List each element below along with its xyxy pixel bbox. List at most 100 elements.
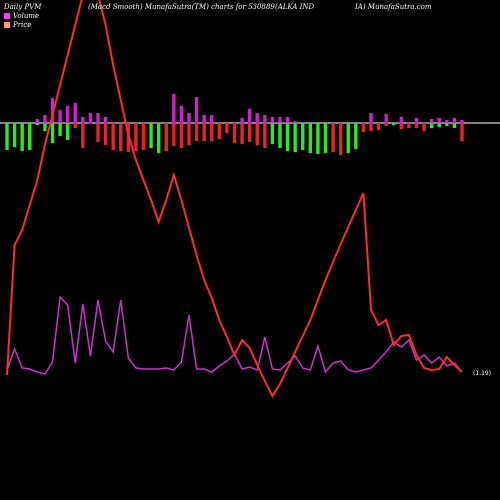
histogram-bar-negative — [134, 123, 138, 151]
volume-swatch-icon — [4, 13, 10, 19]
histogram-bar-negative — [58, 123, 62, 136]
histogram-bar-positive — [65, 106, 70, 123]
histogram-bar-positive — [187, 113, 191, 123]
histogram-bar-negative — [323, 123, 328, 153]
histogram-bar-positive — [35, 119, 40, 123]
histogram-bar-positive — [263, 115, 267, 123]
histogram-bar-negative — [65, 123, 70, 140]
histogram-bar-negative — [156, 123, 161, 153]
histogram-bar-positive — [452, 118, 457, 123]
histogram-bar-positive — [202, 115, 206, 123]
header-right-2: IA) MunafaSutra.com — [355, 3, 432, 11]
histogram-bar-negative — [179, 123, 184, 148]
histogram-bar-negative — [346, 123, 350, 153]
histogram-bar-positive — [445, 120, 449, 123]
histogram-bar-negative — [5, 123, 9, 150]
header-left: Daily PVM — [4, 3, 42, 11]
histogram-bar-positive — [88, 113, 93, 123]
histogram-bar-negative — [338, 123, 343, 155]
histogram-bars — [5, 94, 464, 155]
histogram-bar-negative — [369, 123, 373, 131]
histogram-bar-positive — [293, 121, 297, 123]
histogram-bar-negative — [399, 123, 404, 129]
histogram-bar-positive — [194, 97, 199, 123]
histogram-bar-negative — [240, 123, 244, 144]
histogram-bar-negative — [452, 123, 457, 128]
histogram-bar-negative — [247, 123, 252, 142]
histogram-bar-positive — [255, 113, 259, 123]
histogram-bar-positive — [247, 109, 252, 123]
histogram-bar-negative — [20, 123, 24, 151]
histogram-bar-negative — [81, 123, 85, 148]
histogram-bar-negative — [111, 123, 115, 150]
histogram-bar-positive — [43, 115, 47, 123]
histogram-bar-negative — [429, 123, 434, 128]
histogram-bar-negative — [194, 123, 199, 141]
histogram-bar-negative — [331, 123, 335, 152]
histogram-bar-negative — [270, 123, 275, 144]
histogram-bar-positive — [369, 113, 373, 123]
histogram-bar-positive — [96, 113, 100, 123]
histogram-bar-negative — [316, 123, 320, 154]
histogram-bar-positive — [73, 103, 77, 123]
price-swatch-icon — [4, 22, 10, 28]
histogram-bar-negative — [354, 123, 358, 149]
histogram-bar-negative — [263, 123, 267, 148]
histogram-bar-negative — [96, 123, 100, 142]
histogram-bar-negative — [445, 123, 449, 126]
histogram-bar-positive — [460, 120, 464, 123]
histogram-bar-negative — [376, 123, 381, 130]
histogram-bar-negative — [460, 123, 464, 141]
histogram-bar-negative — [35, 123, 40, 125]
header-center: (Macd Smooth) MunafaSutra(TM) charts for… — [88, 3, 275, 11]
histogram-bar-negative — [210, 123, 214, 141]
histogram-bar-negative — [202, 123, 206, 141]
histogram-bar-positive — [399, 117, 404, 123]
histogram-bar-positive — [270, 117, 275, 123]
histogram-bar-negative — [437, 123, 441, 127]
histogram-bar-negative — [293, 123, 297, 152]
histogram-bar-negative — [172, 123, 176, 146]
volume-line — [6, 295, 463, 375]
histogram-bar-positive — [210, 115, 214, 123]
histogram-bar-positive — [414, 118, 419, 123]
histogram-bar-negative — [149, 123, 153, 148]
histogram-bar-positive — [172, 94, 176, 123]
histogram-bar-negative — [43, 123, 47, 131]
histogram-bar-negative — [308, 123, 313, 153]
histogram-bar-positive — [179, 106, 184, 123]
histogram-bar-positive — [50, 98, 55, 123]
histogram-bar-negative — [414, 123, 419, 128]
histogram-bar-negative — [164, 123, 168, 151]
histogram-bar-positive — [285, 117, 290, 123]
histogram-bar-negative — [141, 123, 146, 150]
histogram-bar-negative — [50, 123, 55, 143]
histogram-bar-positive — [437, 118, 441, 123]
histogram-bar-positive — [278, 117, 282, 123]
histogram-bar-negative — [88, 123, 93, 124]
histogram-bar-positive — [58, 110, 62, 123]
legend-price-label: Price — [13, 21, 32, 29]
histogram-bar-negative — [73, 123, 77, 128]
histogram-bar-negative — [301, 123, 305, 150]
histogram-bar-negative — [12, 123, 17, 147]
histogram-bar-negative — [28, 123, 32, 150]
histogram-bar-negative — [119, 123, 123, 151]
legend-volume-label: Volume — [13, 12, 40, 20]
macd-line — [6, 0, 463, 399]
histogram-bar-negative — [232, 123, 237, 143]
histogram-bar-negative — [384, 123, 388, 126]
histogram-bar-positive — [240, 118, 244, 123]
legend-volume: Volume — [4, 12, 39, 20]
histogram-bar-negative — [187, 123, 191, 145]
histogram-bar-positive — [429, 119, 434, 123]
histogram-bar-negative — [407, 123, 411, 128]
histogram-bar-positive — [81, 117, 85, 123]
legend-price: Price — [4, 21, 31, 29]
histogram-bar-positive — [384, 114, 388, 123]
histogram-bar-negative — [103, 123, 108, 145]
histogram-bar-negative — [278, 123, 282, 148]
end-value-label: (1.19) — [473, 370, 492, 377]
histogram-bar-negative — [225, 123, 229, 133]
